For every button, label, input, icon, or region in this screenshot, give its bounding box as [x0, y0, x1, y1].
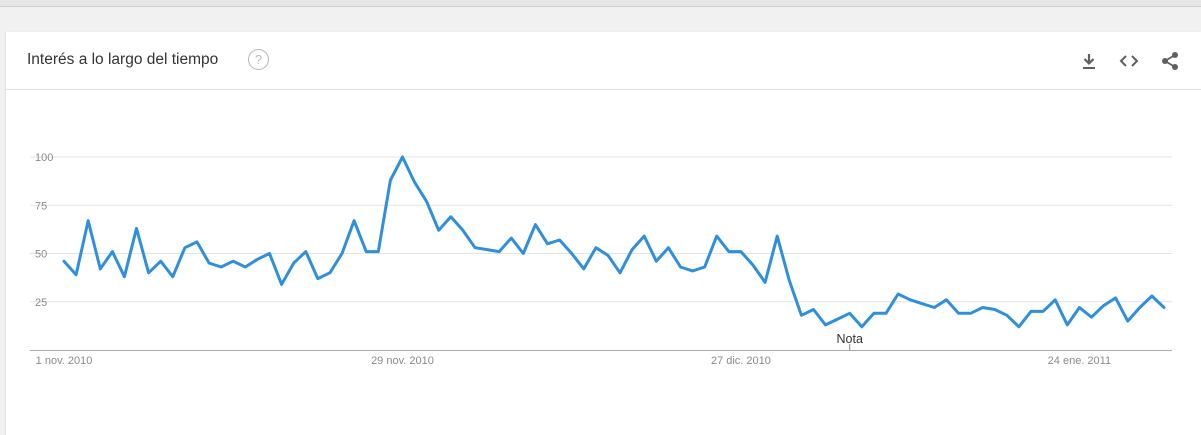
y-tick-label: 50	[35, 249, 47, 261]
x-tick-label: 29 nov. 2010	[371, 355, 434, 367]
top-rule	[0, 0, 1201, 7]
embed-code-icon[interactable]	[1117, 49, 1141, 73]
card-header: Interés a lo largo del tiempo ?	[6, 32, 1201, 90]
interest-over-time-card: Interés a lo largo del tiempo ?	[6, 32, 1201, 435]
annotation-label: Nota	[837, 332, 863, 346]
y-tick-label: 75	[35, 200, 47, 212]
y-tick-label: 25	[35, 297, 47, 309]
share-icon[interactable]	[1158, 49, 1182, 73]
download-icon[interactable]	[1077, 49, 1101, 73]
card-title: Interés a lo largo del tiempo	[27, 51, 219, 68]
x-tick-label: 27 dic. 2010	[711, 355, 771, 367]
series-line	[62, 155, 1166, 329]
x-tick-label: 24 ene. 2011	[1048, 355, 1111, 367]
question-circle-icon[interactable]: ?	[248, 49, 269, 70]
x-tick-label: 1 nov. 2010	[36, 355, 93, 367]
y-tick-label: 100	[35, 152, 53, 164]
